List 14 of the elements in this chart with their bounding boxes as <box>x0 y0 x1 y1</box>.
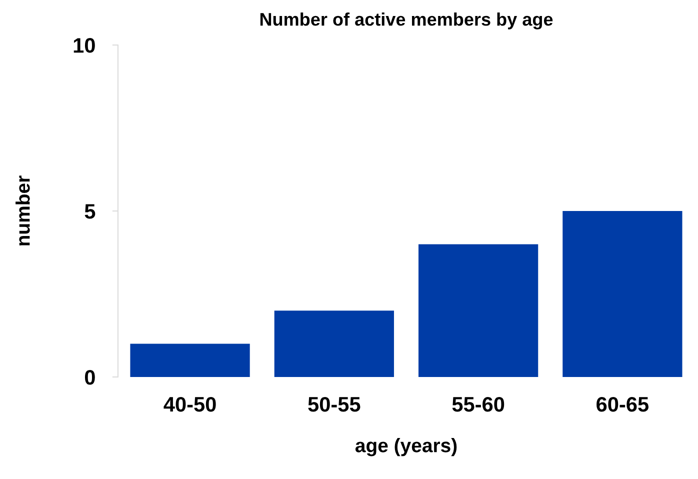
bar <box>130 344 250 377</box>
x-tick-label: 60-65 <box>596 396 649 412</box>
bar <box>274 310 394 377</box>
y-tick-label: 5 <box>84 204 96 219</box>
bar <box>562 211 682 377</box>
x-tick-label: 55-60 <box>452 396 504 412</box>
bar <box>418 244 538 377</box>
x-tick-label: 40-50 <box>164 396 216 412</box>
x-axis-title: age (years) <box>355 438 457 456</box>
y-axis-title: number <box>16 176 30 246</box>
x-tick-label: 50-55 <box>308 396 360 412</box>
chart-title: Number of active members by age <box>260 12 553 30</box>
y-tick-label: 0 <box>84 370 95 385</box>
y-tick-label: 10 <box>74 38 95 53</box>
